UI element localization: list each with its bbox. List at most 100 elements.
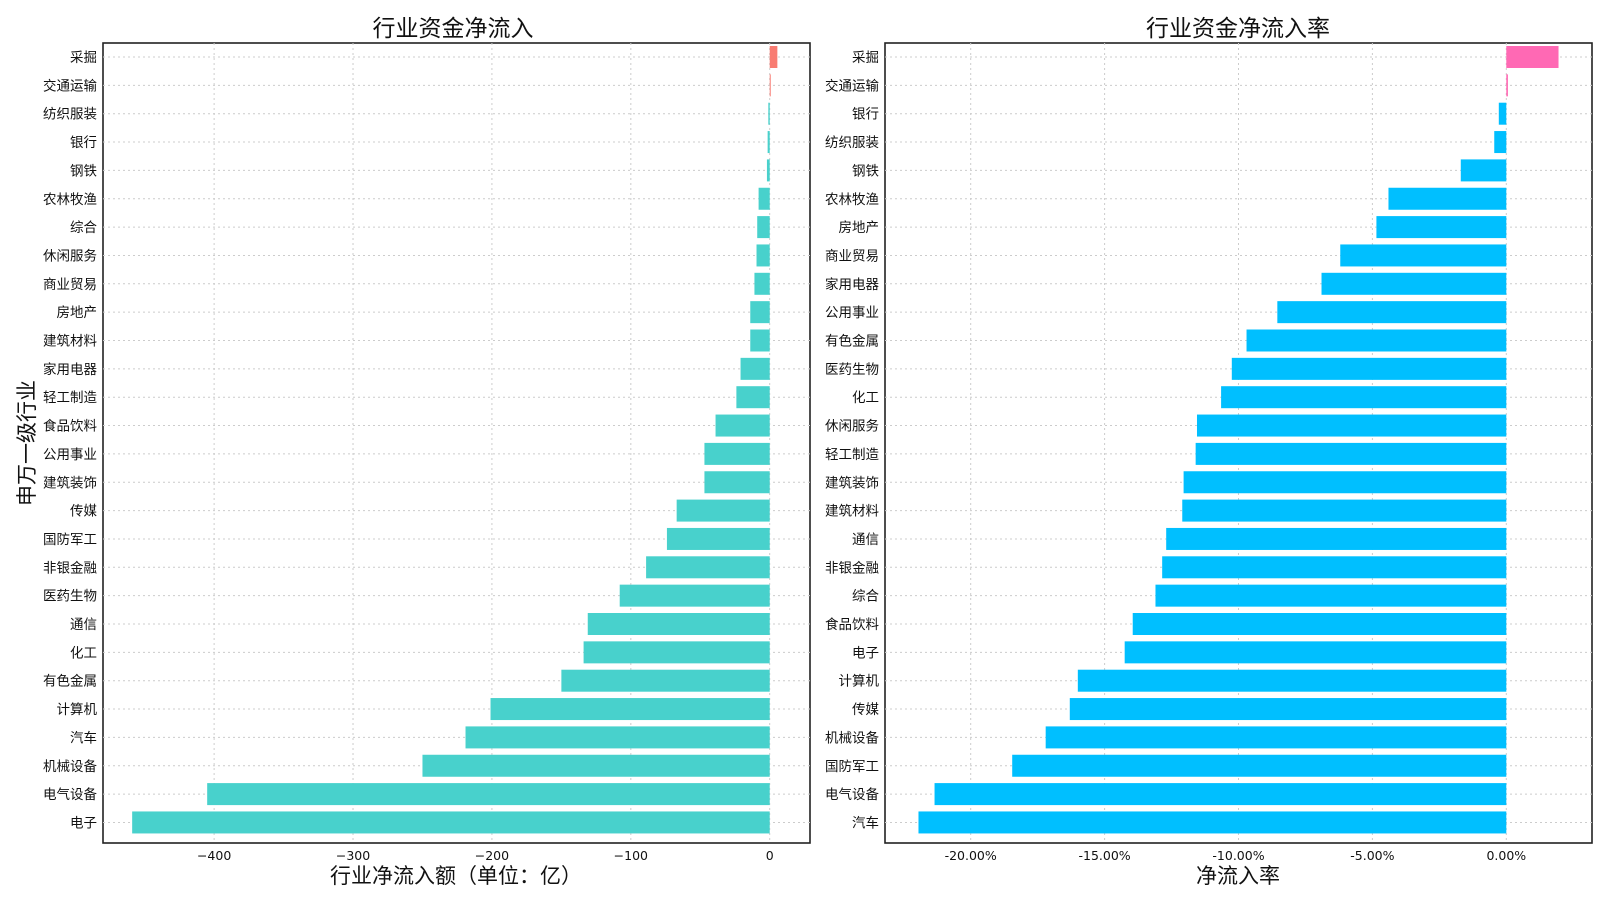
bar xyxy=(1246,329,1507,352)
bar xyxy=(587,613,770,635)
x-tick-label: 0.00% xyxy=(1486,848,1526,863)
category-label: 计算机 xyxy=(839,674,880,690)
category-label: 汽车 xyxy=(852,814,879,831)
category-label: 休闲服务 xyxy=(43,248,97,264)
category-label: 传媒 xyxy=(70,504,97,520)
bars xyxy=(918,46,1559,834)
bar xyxy=(132,811,770,834)
bar xyxy=(934,783,1507,806)
bar xyxy=(1221,386,1507,409)
bar xyxy=(490,698,770,721)
category-label: 农林牧渔 xyxy=(825,192,879,208)
x-tick-label: −100 xyxy=(614,848,648,863)
bar xyxy=(1506,46,1559,68)
category-label: 轻工制造 xyxy=(825,447,879,463)
category-labels: 采掘交通运输纺织服装银行钢铁农林牧渔综合休闲服务商业贸易房地产建筑材料家用电器轻… xyxy=(43,50,97,831)
bar xyxy=(1069,698,1507,721)
category-label: 电气设备 xyxy=(825,786,879,803)
category-label: 综合 xyxy=(70,220,97,236)
bar xyxy=(1132,613,1507,635)
bar xyxy=(207,783,770,806)
chart-net-inflow: 行业资金净流入 采掘交通运输纺织服装银行钢铁农林牧渔综合休闲服务商业贸易房地产建… xyxy=(15,16,811,888)
bar xyxy=(561,669,770,692)
category-label: 家用电器 xyxy=(825,276,879,293)
bar xyxy=(918,811,1507,834)
category-label: 国防军工 xyxy=(825,759,879,775)
category-label: 医药生物 xyxy=(43,589,97,605)
category-label: 机械设备 xyxy=(43,758,97,775)
bar xyxy=(1277,301,1507,324)
x-tick-label: −200 xyxy=(475,848,509,863)
bar xyxy=(465,726,770,749)
bar xyxy=(646,556,770,579)
category-labels: 采掘交通运输银行纺织服装钢铁农林牧渔房地产商业贸易家用电器公用事业有色金属医药生… xyxy=(825,50,880,831)
category-label: 通信 xyxy=(70,617,97,633)
category-label: 非银金融 xyxy=(825,560,879,576)
x-tick-label: −400 xyxy=(197,848,231,863)
bar xyxy=(1124,641,1507,664)
bar xyxy=(666,527,770,550)
bar xyxy=(619,584,770,607)
category-label: 机械设备 xyxy=(825,729,879,746)
bars xyxy=(132,46,778,834)
category-label: 商业贸易 xyxy=(825,248,879,264)
x-tick-label: -15.00% xyxy=(1079,848,1131,863)
bar xyxy=(766,159,770,182)
plot-frame xyxy=(102,42,811,844)
x-tick-label: -10.00% xyxy=(1212,848,1264,863)
bar xyxy=(756,244,770,267)
bar xyxy=(1077,669,1507,692)
bar xyxy=(704,442,770,465)
x-tick-label: -20.00% xyxy=(945,848,997,863)
category-label: 化工 xyxy=(852,390,879,406)
category-label: 公用事业 xyxy=(825,305,879,321)
chart-net-inflow-rate: 行业资金净流入率 采掘交通运输银行纺织服装钢铁农林牧渔房地产商业贸易家用电器公用… xyxy=(825,16,1593,888)
x-tick-label: 0 xyxy=(766,848,774,863)
category-label: 国防军工 xyxy=(43,532,97,548)
x-tick-label: −300 xyxy=(336,848,370,863)
category-label: 房地产 xyxy=(839,220,880,236)
category-label: 计算机 xyxy=(57,702,98,718)
chart-title: 行业资金净流入率 xyxy=(1146,16,1330,42)
category-label: 建筑装饰 xyxy=(825,475,879,491)
bar xyxy=(704,471,770,494)
x-tick-label: -5.00% xyxy=(1350,848,1394,863)
bar xyxy=(736,386,770,409)
x-axis-label: 行业净流入额（单位：亿） xyxy=(330,864,582,888)
category-label: 汽车 xyxy=(70,729,97,746)
category-label: 休闲服务 xyxy=(825,419,879,435)
category-label: 农林牧渔 xyxy=(43,192,97,208)
category-label: 纺织服装 xyxy=(43,107,97,123)
category-label: 钢铁 xyxy=(70,163,97,179)
bar xyxy=(1506,74,1508,97)
bar xyxy=(676,499,770,522)
bar xyxy=(422,754,770,777)
category-label: 纺织服装 xyxy=(825,135,879,151)
category-label: 交通运输 xyxy=(43,77,97,94)
category-label: 建筑材料 xyxy=(43,334,97,350)
category-label: 建筑装饰 xyxy=(43,475,97,491)
y-axis-label: 申万一级行业 xyxy=(15,380,39,506)
category-label: 采掘 xyxy=(852,50,879,66)
bar xyxy=(757,216,770,239)
bar xyxy=(1231,357,1507,380)
category-label: 采掘 xyxy=(70,50,97,66)
bar xyxy=(1460,159,1507,182)
category-label: 食品饮料 xyxy=(825,616,879,633)
bar xyxy=(769,74,771,97)
category-label: 非银金融 xyxy=(43,560,97,576)
bar xyxy=(1155,584,1507,607)
bar xyxy=(750,301,770,324)
bar xyxy=(1196,414,1507,437)
category-label: 商业贸易 xyxy=(43,277,97,293)
category-label: 有色金属 xyxy=(43,673,97,690)
bar xyxy=(1340,244,1507,267)
bar xyxy=(715,414,770,437)
bar xyxy=(1321,272,1507,295)
bar xyxy=(769,46,778,68)
bar xyxy=(750,329,770,352)
bar xyxy=(740,357,770,380)
bar xyxy=(1498,102,1507,125)
category-label: 综合 xyxy=(852,589,880,605)
